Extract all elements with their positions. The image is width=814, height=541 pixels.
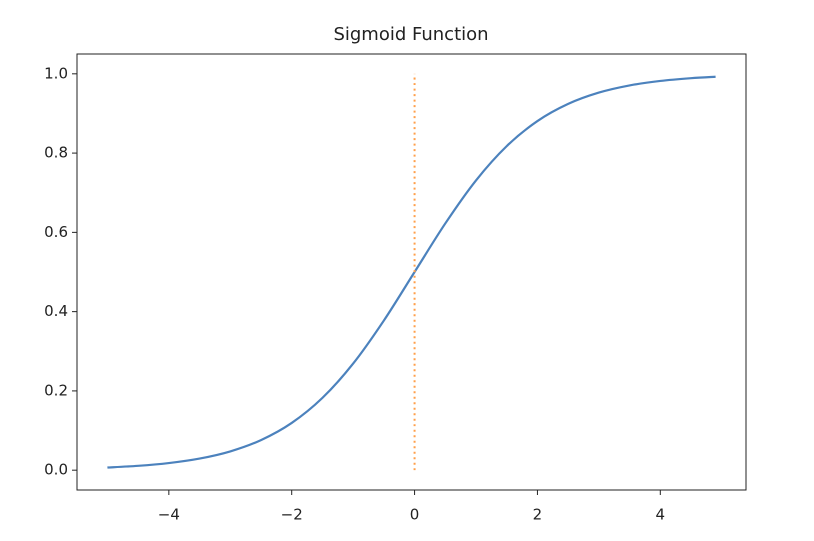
line-series <box>107 75 716 469</box>
y-tick-label: 0.2 <box>44 381 68 399</box>
y-tick-label: 0.4 <box>44 302 68 320</box>
y-tick-label: 1.0 <box>44 64 68 82</box>
x-tick-label: 0 <box>410 506 420 524</box>
x-tick-label: −4 <box>158 506 180 524</box>
x-tick-label: −2 <box>281 506 303 524</box>
y-tick-label: 0.8 <box>44 144 68 162</box>
chart-title: Sigmoid Function <box>333 24 488 45</box>
plot-frame <box>76 53 747 491</box>
x-tick-label: 2 <box>533 506 543 524</box>
x-tick-label: 4 <box>656 506 666 524</box>
y-tick-label: 0.6 <box>44 223 68 241</box>
y-tick-label: 0.0 <box>44 461 68 479</box>
